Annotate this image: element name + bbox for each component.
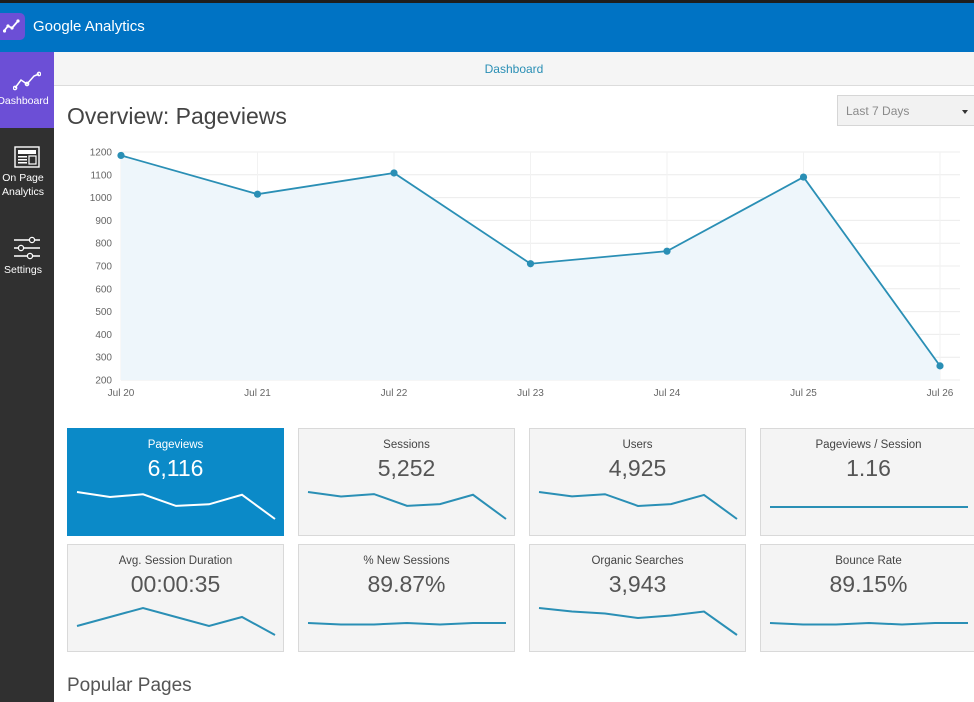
metric-sparkline [307, 621, 506, 626]
metric-card-pageviews[interactable]: Pageviews 6,116 [67, 428, 284, 536]
sidebar-item-label-line2: Analytics [1, 186, 44, 198]
data-point [799, 173, 808, 181]
metric-value: 4,925 [608, 455, 667, 481]
metric-value: 89.15% [829, 571, 908, 597]
x-tick-label: Jul 23 [517, 388, 544, 399]
metric-card-pageviews-session[interactable]: Pageviews / Session 1.16 [760, 428, 974, 536]
y-tick-label: 800 [95, 239, 112, 250]
sidebar: Dashboard On Page Analytics Settings [0, 52, 54, 702]
tab-dashboard[interactable]: Dashboard [484, 62, 544, 76]
chevron-down-icon [962, 110, 968, 114]
metric-card-users[interactable]: Users 4,925 [529, 428, 746, 536]
metric-value: 3,943 [608, 571, 667, 597]
x-tick-label: Jul 25 [790, 388, 817, 399]
metric-card-new-sessions[interactable]: % New Sessions 89.87% [298, 544, 515, 652]
y-tick-label: 700 [95, 262, 112, 273]
metric-card-bounce-rate[interactable]: Bounce Rate 89.15% [760, 544, 974, 652]
y-tick-label: 1000 [90, 193, 113, 204]
y-tick-label: 600 [95, 284, 112, 295]
sparkline-line [538, 607, 738, 636]
pageviews-chart: 200 300 400 500 600 700 800 900 1000 1100 1200 Jul … [90, 148, 960, 399]
main-content: Dashboard Overview: Pageviews Last 7 Day… [54, 52, 974, 702]
metric-value: 00:00:35 [130, 571, 221, 597]
metric-sparkline [770, 506, 968, 508]
series-area [121, 155, 940, 380]
metric-label: % New Sessions [363, 555, 450, 567]
metric-sparkline [307, 491, 507, 520]
metric-label: Organic Searches [591, 555, 684, 567]
top-bar: Google Analytics [0, 0, 974, 52]
sub-navigation: Dashboard [54, 52, 974, 86]
x-tick-label: Jul 20 [108, 388, 135, 399]
metric-sparkline [769, 621, 968, 626]
metric-sparkline [538, 607, 738, 636]
sliders-icon [14, 236, 40, 260]
date-range-value: Last 7 Days [846, 104, 910, 118]
sidebar-item-label: Dashboard [0, 95, 49, 107]
sidebar-item-label: Settings [4, 264, 42, 276]
y-tick-label: 200 [95, 376, 112, 387]
metric-card-avg-session-duration[interactable]: Avg. Session Duration 00:00:35 [67, 544, 284, 652]
y-tick-label: 1200 [90, 148, 113, 159]
data-point [526, 260, 535, 268]
data-point [253, 190, 262, 198]
sidebar-item-label: On Page [2, 172, 44, 184]
page-title: Overview: Pageviews [67, 103, 287, 129]
sparkline-line [76, 606, 276, 636]
sparkline-line [769, 621, 968, 626]
y-tick-label: 900 [95, 216, 112, 227]
x-tick-label: Jul 21 [244, 388, 271, 399]
metric-card-sessions[interactable]: Sessions 5,252 [298, 428, 515, 536]
metric-sparkline [538, 491, 738, 520]
app-title: Google Analytics [33, 18, 145, 35]
y-tick-label: 500 [95, 307, 112, 318]
data-point [390, 169, 398, 177]
sidebar-item-dashboard[interactable]: Dashboard [0, 52, 54, 128]
metric-value: 5,252 [377, 455, 436, 481]
sparkline-line [76, 491, 276, 520]
x-tick-label: Jul 26 [927, 388, 954, 399]
data-point [663, 247, 671, 255]
metric-value: 89.87% [367, 571, 446, 597]
sidebar-item-settings[interactable]: Settings [0, 236, 54, 286]
dashboard-line-icon [13, 71, 41, 91]
metric-label: Pageviews [147, 439, 204, 451]
page-analytics-icon [14, 146, 40, 168]
y-tick-label: 1100 [90, 170, 112, 181]
metric-label: Bounce Rate [835, 555, 902, 567]
metric-label: Pageviews / Session [815, 439, 922, 451]
date-range-select[interactable]: Last 7 Days [837, 95, 974, 126]
sparkline-line [307, 491, 507, 520]
sidebar-item-on-page-analytics[interactable]: On Page Analytics [0, 146, 54, 206]
y-tick-label: 300 [95, 353, 112, 364]
sparkline-line [307, 621, 506, 626]
metric-value: 6,116 [147, 455, 204, 481]
metric-label: Users [622, 439, 653, 451]
analytics-logo-icon [0, 13, 25, 40]
x-tick-label: Jul 24 [654, 388, 681, 399]
x-tick-label: Jul 22 [381, 388, 408, 399]
popular-pages-title: Popular Pages [67, 675, 192, 696]
metric-value: 1.16 [846, 455, 891, 481]
metric-sparkline [76, 491, 276, 520]
data-point [936, 362, 944, 370]
metric-label: Avg. Session Duration [118, 555, 233, 567]
metric-card-organic-searches[interactable]: Organic Searches 3,943 [529, 544, 746, 652]
y-tick-label: 400 [95, 330, 112, 341]
data-point [117, 151, 125, 160]
sparkline-line [538, 491, 738, 520]
metric-sparkline [76, 606, 276, 636]
metric-label: Sessions [383, 439, 430, 451]
